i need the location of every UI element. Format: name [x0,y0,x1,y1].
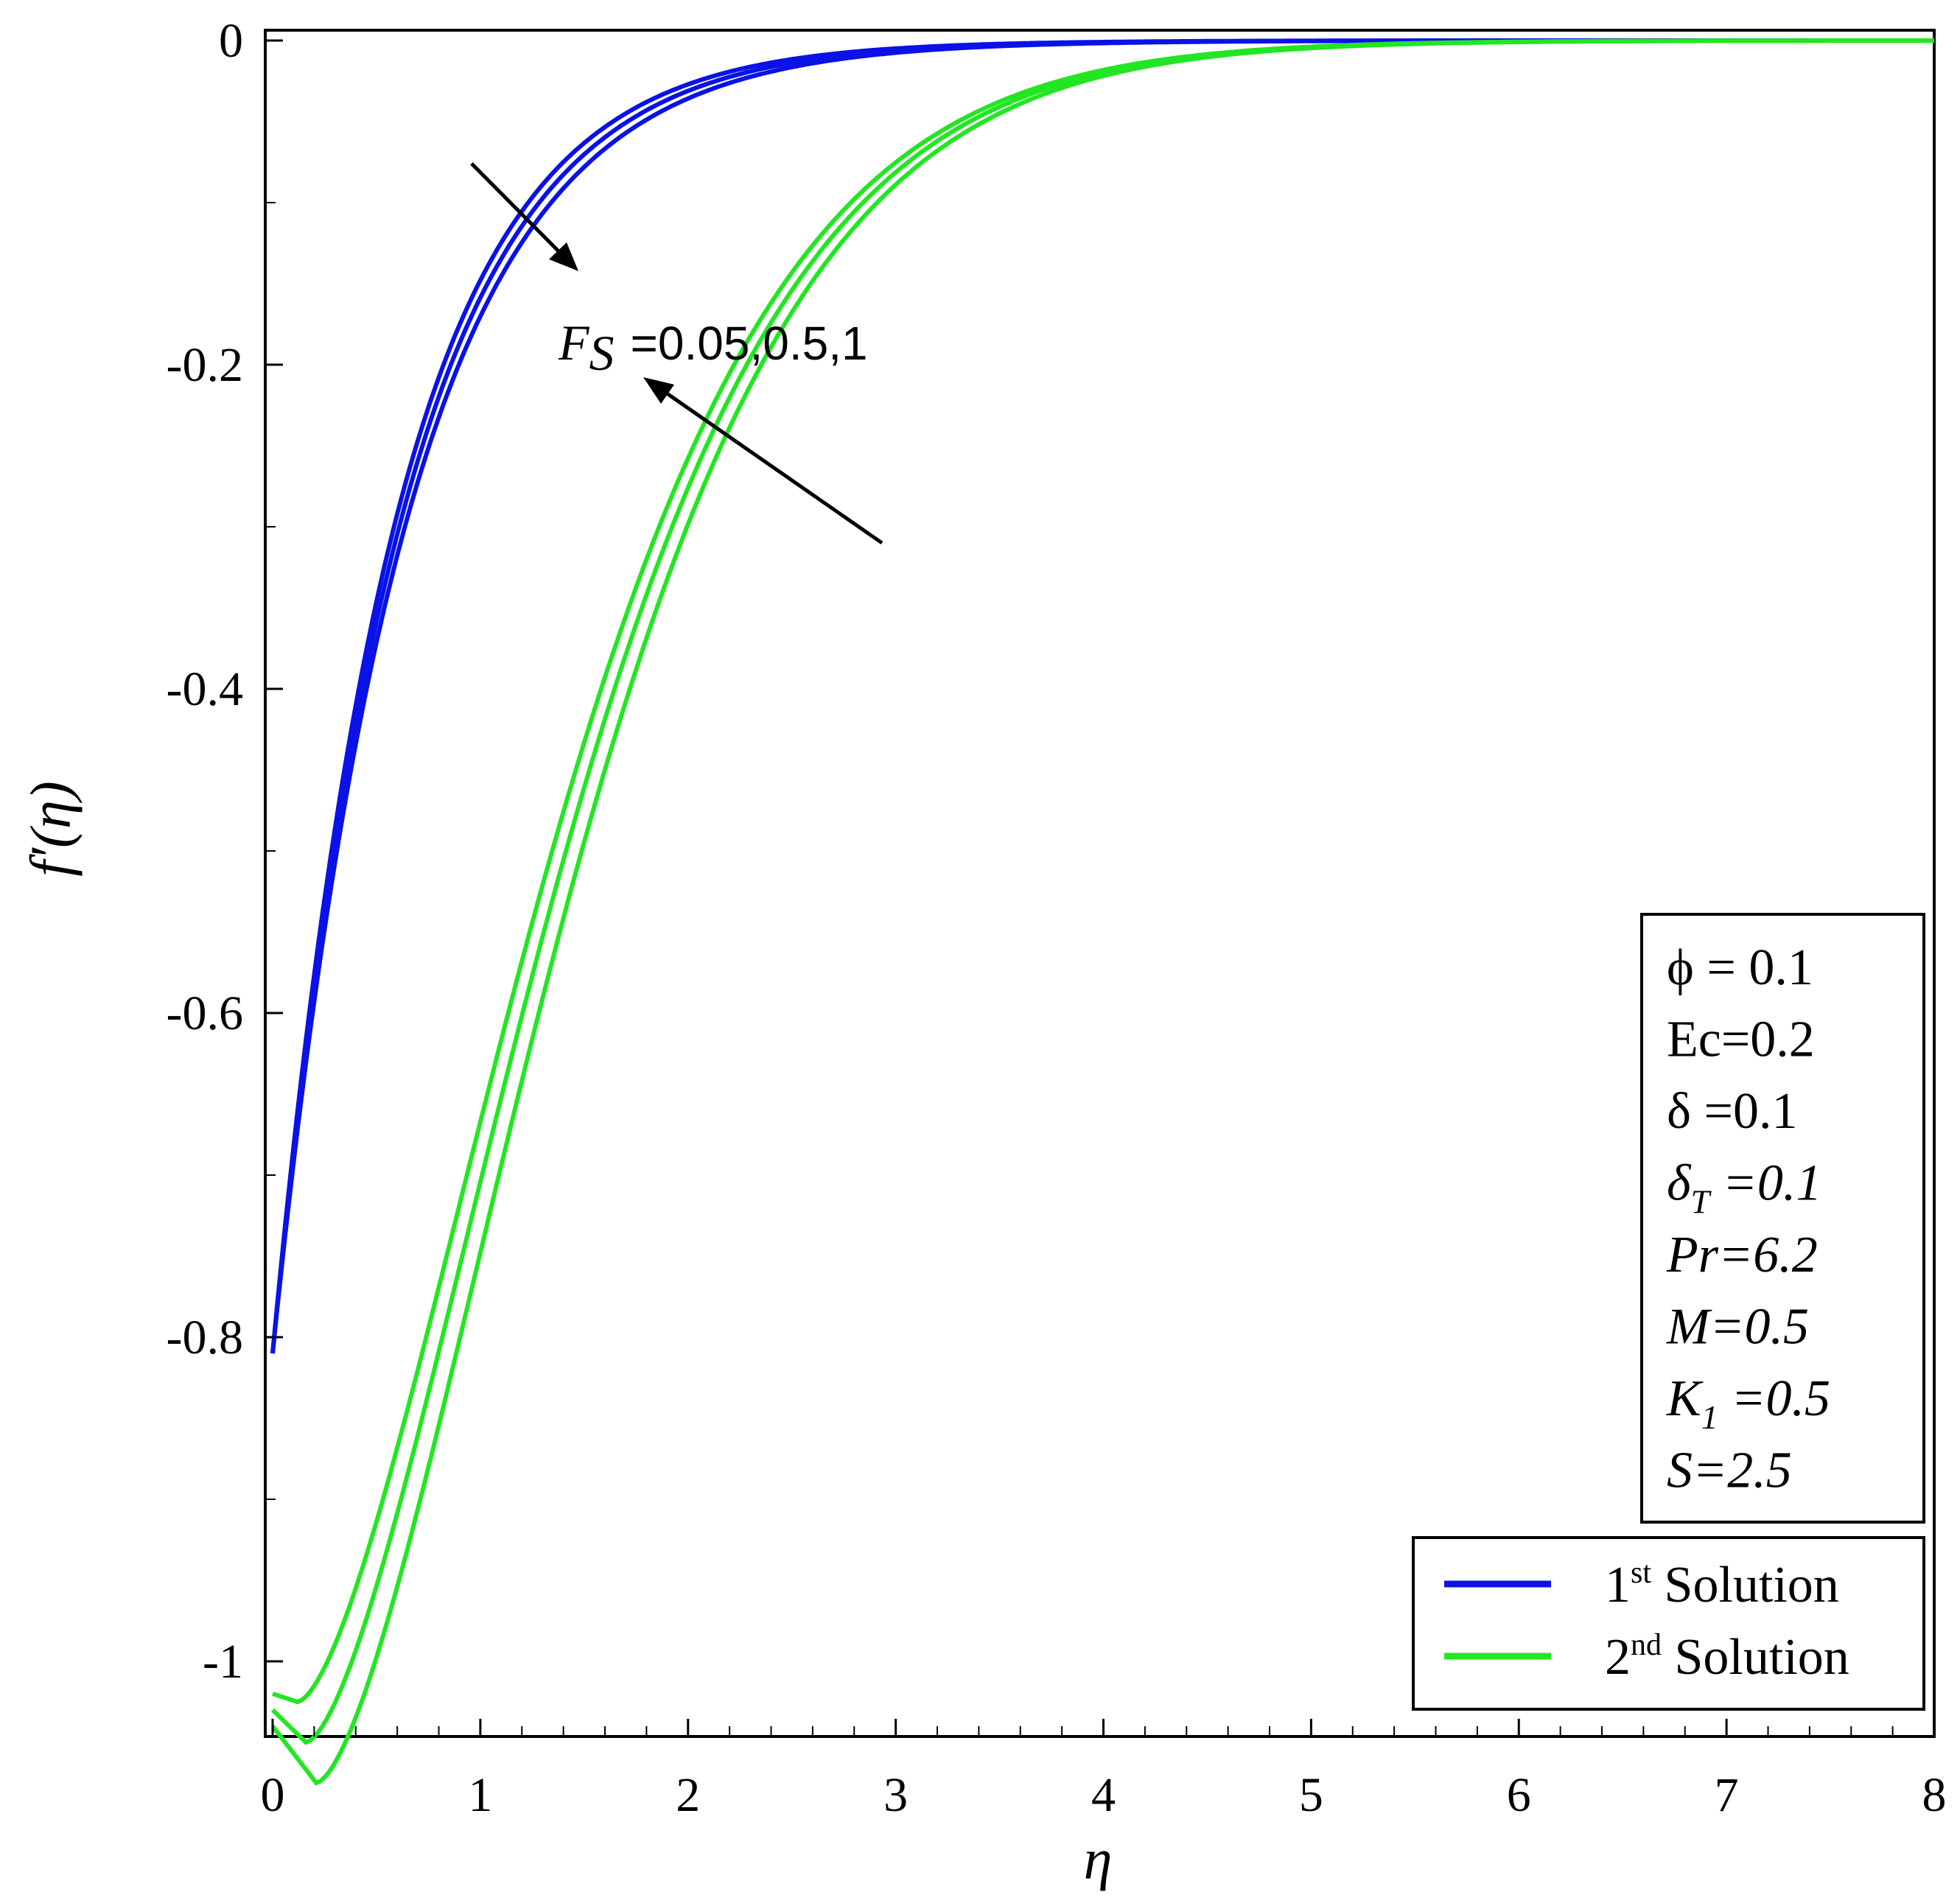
legend-box [1412,1536,1925,1711]
parameter-item: δT =0.1 [1667,1155,1821,1221]
parameter-item: Pr=6.2 [1666,1227,1818,1283]
parameter-item: Ec=0.2 [1667,1012,1815,1068]
parameter-label: Pr [1666,1227,1719,1283]
parameter-box [1640,913,1925,1524]
legend-label-first: 1st Solution [1605,1556,1839,1613]
parameter-value: =0.1 [1691,1083,1797,1140]
legend-label-second: 2nd Solution [1605,1628,1849,1686]
x-axis-title: η [1084,1827,1113,1891]
parameter-subscript: 1 [1701,1398,1718,1436]
parameter-item: ϕ = 0.1 [1667,939,1813,996]
y-tick-label: -1 [203,1635,243,1689]
parameter-value: =0.2 [1721,1012,1815,1068]
fs-annotation: FS =0.05,0.5,1 [558,315,868,381]
x-tick-label: 0 [261,1768,285,1822]
parameter-label: ϕ [1667,939,1694,996]
parameter-value: =0.5 [1718,1370,1830,1427]
parameter-label: Ec [1667,1012,1721,1068]
y-axis-title: f′(η) [18,781,83,876]
x-tick-label: 1 [468,1768,492,1822]
parameter-item: δ =0.1 [1667,1083,1797,1140]
x-tick-label: 4 [1091,1768,1116,1822]
arrow-second-solution [651,381,883,545]
arrow-first-solution-head [549,242,578,271]
parameter-label: K [1666,1370,1704,1427]
parameter-subscript: T [1691,1183,1712,1221]
x-tick-label: 3 [883,1768,908,1822]
y-tick-label: -0.4 [167,662,243,716]
parameter-item: M=0.5 [1666,1299,1809,1356]
fs-subscript: S [589,325,615,381]
x-tick-label: 6 [1507,1768,1531,1822]
parameter-item: S=2.5 [1667,1443,1792,1499]
x-tick-label: 8 [1922,1768,1947,1822]
plot-frame [264,29,1936,1738]
y-tick-label: -0.6 [167,986,243,1040]
arrow-second-solution-head [643,377,674,404]
parameter-value: = 0.1 [1694,939,1813,996]
x-tick-label: 2 [676,1768,700,1822]
parameter-item: K1 =0.5 [1666,1370,1830,1436]
curves-group [270,38,1935,1786]
series-line-second-fs-1 [270,38,1934,1786]
y-tick-label: 0 [219,14,243,68]
x-tick-label: 5 [1299,1768,1323,1822]
x-tick-label: 7 [1715,1768,1739,1822]
y-tick-label: -0.8 [167,1311,243,1364]
arrow-first-solution [470,162,573,265]
fs-symbol: F [558,315,590,371]
parameter-value: =2.5 [1693,1443,1792,1499]
parameter-value: =6.2 [1718,1227,1818,1283]
parameter-list: ϕ = 0.1Ec=0.2δ =0.1δT =0.1Pr=6.2M=0.5K1 … [1666,939,1830,1499]
parameter-value: =0.1 [1709,1155,1821,1212]
parameter-label: M [1666,1299,1712,1356]
parameter-label: δ [1667,1155,1692,1212]
parameter-label: δ [1667,1083,1691,1140]
y-tick-label: -0.2 [167,338,243,392]
parameter-value: =0.5 [1709,1299,1809,1356]
legend: 1st Solution 2nd Solution [1444,1556,1849,1686]
parameter-label: S [1667,1443,1693,1499]
ticks-group: 0 1 2 3 4 5 6 7 8 0 -0.2 -0.4 -0.6 -0.8 -1 [167,14,1947,1822]
fs-values: =0.05,0.5,1 [631,317,868,370]
